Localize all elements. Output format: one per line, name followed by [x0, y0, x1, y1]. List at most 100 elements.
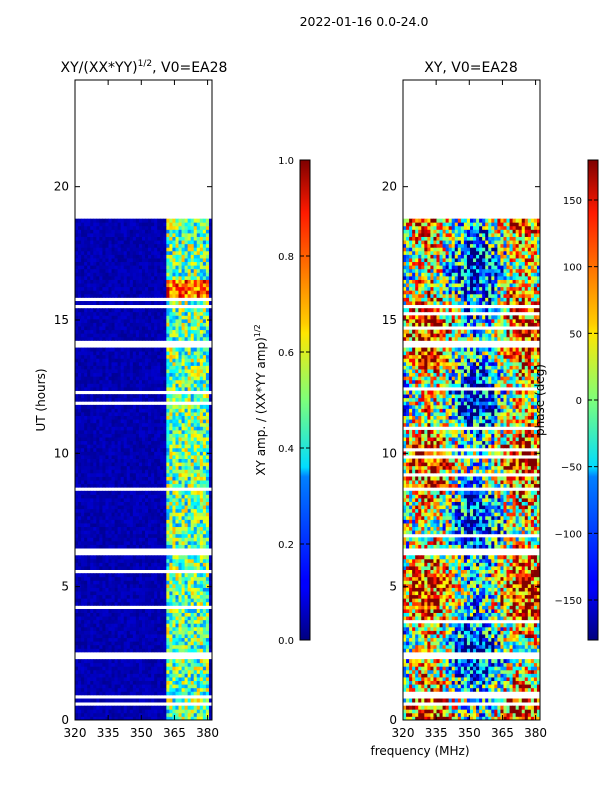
heatmap-cell	[123, 537, 128, 542]
heatmap-cell	[132, 576, 137, 581]
heatmap-cell	[132, 322, 137, 327]
heatmap-cell	[138, 336, 143, 341]
heatmap-cell	[132, 268, 137, 273]
heatmap-cell	[205, 437, 210, 442]
heatmap-cell	[148, 677, 152, 682]
heatmap-cell	[132, 412, 137, 417]
heatmap-cell	[102, 716, 106, 720]
heatmap-cell	[199, 562, 204, 567]
heatmap-cell	[90, 698, 94, 703]
heatmap-cell	[99, 687, 103, 692]
heatmap-cell	[102, 451, 106, 456]
heatmap-cell	[138, 666, 143, 671]
heatmap-cell	[117, 336, 122, 341]
heatmap-cell	[151, 562, 155, 567]
heatmap-cell	[181, 494, 185, 499]
heatmap-cell	[202, 462, 207, 467]
heatmap-cell	[114, 526, 119, 531]
heatmap-cell	[108, 455, 112, 459]
heatmap-cell	[105, 612, 109, 617]
heatmap-cell	[190, 519, 195, 524]
heatmap-cell	[99, 494, 103, 499]
heatmap-cell	[169, 644, 173, 649]
heatmap-cell	[196, 673, 201, 678]
heatmap-cell	[184, 598, 189, 603]
heatmap-cell	[205, 476, 210, 481]
heatmap-cell	[75, 351, 79, 356]
heatmap-cell	[187, 333, 192, 338]
heatmap-cell	[208, 369, 212, 374]
heatmap-cell	[96, 301, 100, 306]
heatmap-cell	[129, 311, 134, 316]
heatmap-cell	[163, 533, 167, 538]
heatmap-cell	[166, 533, 170, 538]
heatmap-cell	[163, 673, 167, 678]
heatmap-cell	[87, 365, 91, 370]
heatmap-cell	[93, 372, 97, 377]
heatmap-cell	[75, 365, 79, 370]
heatmap-cell	[202, 354, 207, 359]
heatmap-cell	[141, 437, 146, 442]
heatmap-cell	[132, 462, 137, 467]
heatmap-cell	[184, 630, 189, 635]
heatmap-cell	[157, 555, 161, 560]
heatmap-cell	[199, 333, 204, 338]
heatmap-cell	[126, 508, 131, 513]
heatmap-cell	[172, 322, 176, 327]
heatmap-cell	[154, 322, 158, 327]
heatmap-cell	[117, 637, 122, 642]
heatmap-cell	[160, 669, 164, 674]
heatmap-cell	[163, 684, 167, 689]
heatmap-cell	[90, 712, 94, 717]
heatmap-cell	[135, 566, 140, 570]
heatmap-cell	[78, 616, 82, 621]
heatmap-cell	[84, 684, 88, 689]
heatmap-cell	[123, 716, 128, 720]
heatmap-cell	[184, 608, 189, 613]
heatmap-cell	[157, 687, 161, 692]
heatmap-cell	[172, 666, 176, 671]
heatmap-cell	[151, 397, 155, 402]
heatmap-cell	[126, 537, 131, 542]
heatmap-cell	[75, 698, 79, 703]
heatmap-cell	[157, 311, 161, 316]
heatmap-cell	[90, 598, 94, 603]
heatmap-cell	[175, 451, 179, 456]
heatmap-cell	[151, 587, 155, 592]
heatmap-cell	[199, 566, 204, 570]
heatmap-cell	[157, 372, 161, 377]
heatmap-cell	[138, 372, 143, 377]
heatmap-cell	[126, 630, 131, 635]
heatmap-cell	[105, 601, 109, 606]
heatmap-cell	[84, 440, 88, 445]
heatmap-cell	[81, 336, 85, 341]
heatmap-cell	[99, 369, 103, 374]
heatmap-cell	[132, 444, 137, 449]
heatmap-cell	[78, 587, 82, 592]
heatmap-cell	[132, 630, 137, 635]
heatmap-cell	[111, 512, 115, 517]
heatmap-cell	[163, 712, 167, 717]
heatmap-cell	[154, 648, 158, 653]
heatmap-cell	[138, 311, 143, 316]
heatmap-cell	[96, 537, 100, 542]
heatmap-cell	[205, 472, 210, 477]
heatmap-cell	[172, 311, 176, 316]
heatmap-cell	[87, 433, 91, 438]
heatmap-cell	[160, 419, 164, 424]
heatmap-cell	[181, 347, 185, 352]
heatmap-cell	[148, 429, 152, 434]
heatmap-cell	[151, 308, 155, 313]
heatmap-cell	[169, 508, 173, 513]
heatmap-cell	[93, 523, 97, 528]
heatmap-cell	[154, 440, 158, 445]
heatmap-cell	[102, 573, 106, 578]
heatmap-cell	[157, 397, 161, 402]
heatmap-cell	[166, 419, 170, 424]
heatmap-cell	[126, 351, 131, 356]
heatmap-cell	[181, 712, 185, 717]
heatmap-cell	[166, 623, 170, 628]
heatmap-cell	[114, 361, 119, 366]
heatmap-cell	[184, 580, 189, 585]
heatmap-cell	[151, 669, 155, 674]
